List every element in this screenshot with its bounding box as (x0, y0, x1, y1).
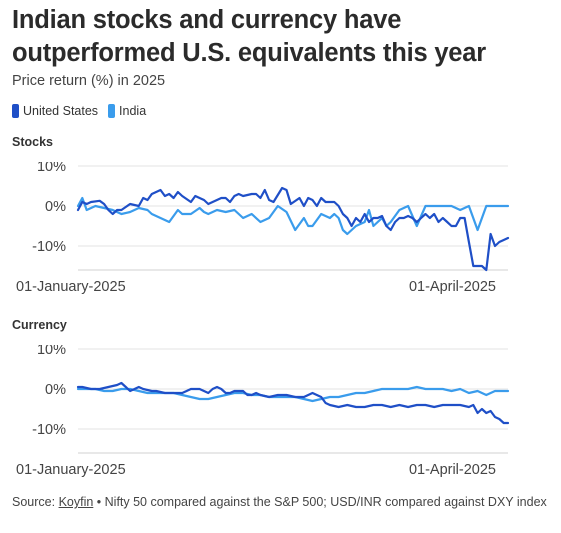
stocks-xtick-label: 01-April-2025 (409, 279, 496, 295)
currency-ytick-label: 0% (45, 382, 66, 398)
currency-xtick-label: 01-April-2025 (409, 462, 496, 478)
chart-subtitle: Price return (%) in 2025 (12, 73, 166, 89)
legend-label-india: India (119, 104, 147, 118)
stocks-panel-title: Stocks (12, 135, 53, 149)
currency-panel-title: Currency (12, 318, 67, 332)
currency-ytick-label: -10% (32, 422, 66, 438)
source-details: • Nifty 50 compared against the S&P 500;… (93, 495, 547, 509)
stocks-ytick-label: -10% (32, 239, 66, 255)
chart-title: Indian stocks and currency have outperfo… (12, 6, 486, 67)
currency-series-united-states (76, 381, 510, 425)
stocks-xtick-label: 01-January-2025 (16, 279, 126, 295)
legend-swatch-united-states (12, 104, 19, 118)
stocks-ytick-label: 10% (37, 162, 66, 175)
legend-swatch-india (108, 104, 116, 118)
legend-item-india: India (108, 104, 146, 118)
stocks-series-india (76, 196, 510, 236)
source-note: Source: Koyfin • Nifty 50 compared again… (12, 494, 557, 510)
currency-xtick-label: 01-January-2025 (16, 462, 126, 478)
stocks-chart: 10% 0% -10% 01-January-2025 01-April-2025 (16, 162, 510, 295)
currency-chart: 10% 0% -10% 01-January-2025 01-April-2025 (16, 345, 510, 478)
legend: United States India (12, 104, 156, 118)
stocks-series-united-states (76, 186, 510, 272)
source-prefix: Source: (12, 495, 59, 509)
stocks-ytick-label: 0% (45, 199, 66, 215)
currency-ytick-label: 10% (37, 345, 66, 358)
legend-item-united-states: United States (12, 104, 98, 118)
legend-label-united-states: United States (23, 104, 99, 118)
source-link[interactable]: Koyfin (58, 495, 94, 509)
